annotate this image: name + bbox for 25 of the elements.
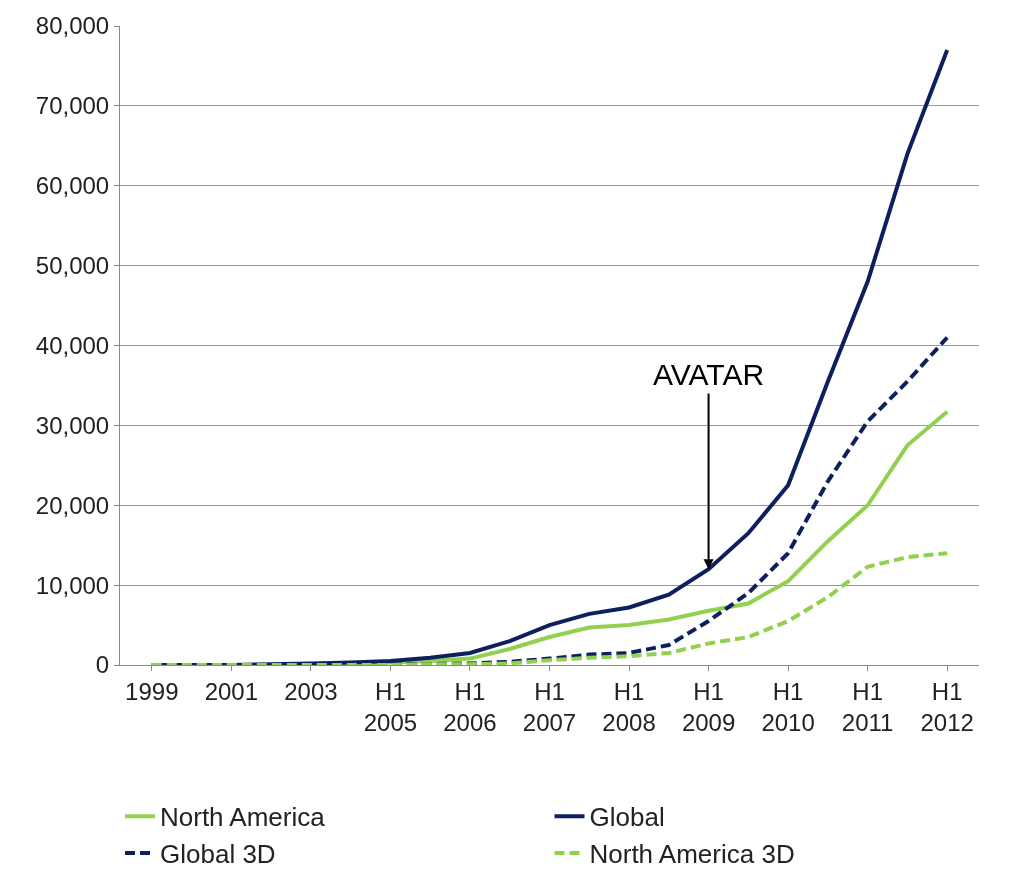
- y-tick-label: 40,000: [35, 331, 110, 359]
- y-tick-label: 0: [95, 651, 110, 679]
- annotation: AVATAR: [653, 358, 765, 391]
- y-tick-label: 10,000: [35, 571, 110, 599]
- x-tick-label: 1999: [125, 677, 179, 705]
- x-tick-label: H1 2012: [920, 677, 974, 736]
- y-tick-label: 30,000: [35, 411, 110, 439]
- x-tick-label: H1 2011: [841, 677, 894, 736]
- y-tick-label: 60,000: [35, 172, 110, 200]
- x-tick-label: H1 2005: [363, 677, 418, 736]
- y-tick-label: 50,000: [35, 252, 110, 280]
- legend-label: Global: [589, 802, 665, 833]
- x-tick-label: H1 2007: [522, 677, 577, 736]
- x-tick-label: H1 2006: [443, 677, 497, 736]
- x-tick-label: 2001: [204, 677, 259, 705]
- x-tick-label: H1 2009: [681, 677, 736, 736]
- x-tick-label: H1 2010: [761, 677, 815, 736]
- x-tick-label: 2003: [284, 677, 338, 705]
- y-tick-label: 70,000: [35, 92, 110, 120]
- x-tick-label: H1 2008: [602, 677, 656, 736]
- y-tick-label: 80,000: [35, 12, 110, 40]
- legend-label: North America 3D: [589, 839, 795, 870]
- legend-label: North America: [160, 802, 326, 833]
- y-tick-label: 20,000: [35, 491, 110, 519]
- legend-label: Global 3D: [160, 839, 276, 870]
